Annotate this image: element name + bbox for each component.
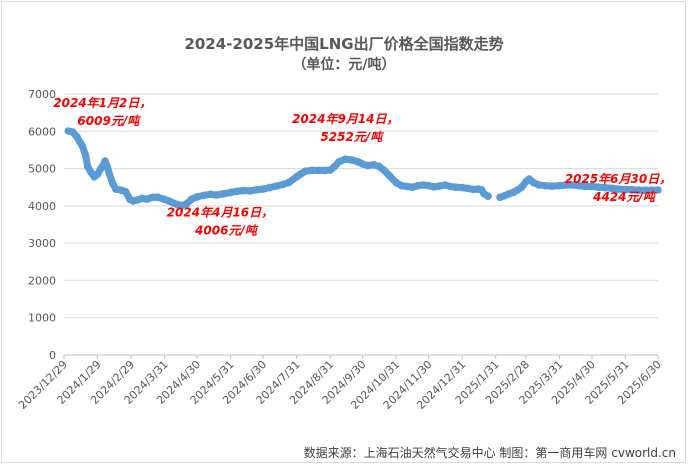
y-tick-label: 6000 [28, 125, 56, 138]
data-point [81, 151, 90, 160]
data-point [219, 190, 227, 198]
data-point [285, 178, 293, 187]
data-point [588, 182, 596, 191]
data-point [246, 187, 254, 195]
y-tick-label: 5000 [28, 163, 56, 176]
annotation-value: 4006元/吨 [194, 224, 259, 238]
data-point [469, 185, 477, 194]
data-point [614, 185, 622, 193]
chart-title: 2024-2025年中国LNG出厂价格全国指数走势 [184, 35, 504, 53]
data-point [206, 190, 214, 199]
data-point [575, 181, 583, 190]
data-point [335, 158, 343, 166]
data-point [607, 184, 616, 193]
data-point [84, 162, 92, 171]
data-point [555, 181, 564, 190]
data-point [568, 181, 577, 189]
data-point [265, 183, 274, 192]
data-point [193, 193, 201, 201]
chart-subtitle: （单位：元/吨） [292, 57, 396, 73]
data-point [314, 166, 323, 175]
data-point [581, 182, 590, 191]
data-point [641, 186, 649, 194]
data-point [226, 188, 235, 197]
data-point [105, 170, 114, 178]
annotation-value: 4424元/吨 [592, 190, 657, 204]
data-point [272, 182, 280, 190]
y-tick-label: 1000 [28, 312, 56, 325]
data-point [78, 142, 87, 150]
data-point [517, 183, 526, 191]
data-point [108, 179, 117, 188]
data-point [278, 180, 287, 189]
annotation-value: 6009元/吨 [77, 114, 141, 128]
data-point [451, 183, 460, 191]
data-point [308, 166, 316, 175]
data-point [121, 187, 130, 196]
data-point [601, 183, 609, 192]
data-point [212, 191, 221, 199]
data-point [252, 186, 261, 194]
data-point [385, 172, 394, 180]
data-point [375, 162, 383, 171]
data-point [239, 186, 248, 195]
data-point [348, 156, 356, 164]
annotation-date: 2024年1月2日， [53, 96, 151, 110]
data-point [484, 192, 492, 200]
annotation-value: 5252元/吨 [320, 130, 384, 144]
data-point [103, 162, 112, 171]
data-point [73, 133, 81, 141]
data-point [654, 186, 662, 194]
data-point [548, 182, 556, 190]
data-point [562, 181, 570, 189]
data-point [233, 187, 241, 196]
data-point [621, 185, 630, 194]
y-tick-label: 3000 [28, 237, 56, 250]
data-point [259, 185, 267, 193]
data-point [647, 186, 656, 194]
data-point [535, 181, 543, 189]
data-point [380, 166, 389, 175]
annotation-date: 2024年9月14日， [292, 112, 398, 126]
data-source-note: 数据来源：上海石油天然气交易中心 制图：第一商用车网 cvworld.cn [303, 446, 676, 460]
annotation-date: 2024年4月16日， [167, 206, 273, 220]
data-point [321, 166, 329, 175]
data-point [594, 183, 603, 191]
data-point [93, 170, 102, 178]
data-point [68, 128, 77, 136]
data-point [182, 200, 191, 208]
data-point [199, 191, 208, 200]
data-point [301, 167, 310, 175]
y-tick-label: 0 [49, 349, 56, 362]
data-point [341, 155, 350, 163]
y-tick-label: 4000 [28, 200, 56, 213]
data-point [148, 193, 157, 202]
data-point [541, 181, 550, 190]
annotation-date: 2025年6月30日， [565, 172, 671, 186]
y-tick-label: 7000 [28, 88, 56, 101]
data-point [634, 186, 643, 194]
y-tick-label: 2000 [28, 274, 56, 287]
data-point [628, 186, 636, 194]
